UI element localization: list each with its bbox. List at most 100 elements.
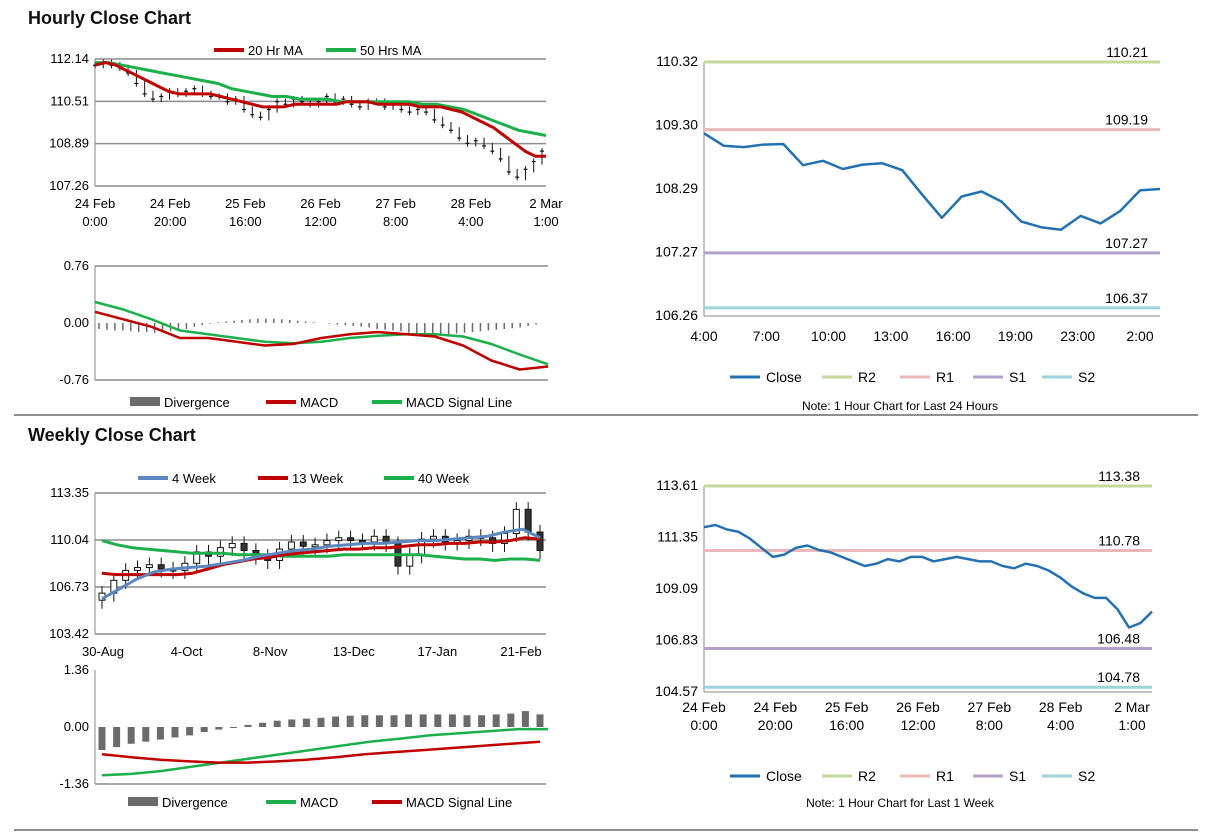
y-tick-label: 108.29 [655, 180, 698, 196]
legend-close-label: Close [766, 369, 802, 385]
x-tick-label: 26 Feb [896, 699, 940, 715]
x-tick-label: 1:00 [533, 214, 558, 229]
y-tick-label: 106.73 [49, 579, 89, 594]
x-tick-label: 4:00 [1047, 717, 1074, 733]
divergence-bar [317, 717, 325, 727]
candle-body [299, 541, 307, 547]
hourly-levels-chart: 110.32 109.30 108.29 107.27 106.26 110.21 109.… [655, 44, 1161, 413]
bottom-divider [14, 829, 1198, 831]
x-tick-label: 1:00 [1118, 717, 1145, 733]
candle-body [524, 508, 532, 533]
x-tick-label: 4:00 [690, 328, 717, 344]
series-close [703, 523, 1153, 629]
y-tick-label: 107.27 [655, 244, 698, 260]
level-label-s1: 107.27 [1105, 235, 1148, 251]
x-tick-label: 2:00 [1126, 328, 1153, 344]
x-tick-label: 21-Feb [500, 644, 541, 659]
y-tick-label: 109.30 [655, 117, 698, 133]
candle-body [228, 542, 236, 549]
level-label-s2: 106.37 [1105, 290, 1148, 306]
level-label-r1: 109.19 [1105, 112, 1148, 128]
series-50hrs-ma [95, 61, 547, 137]
series-close [703, 132, 1161, 231]
series-macd [101, 727, 548, 777]
x-tick-label: 23:00 [1060, 328, 1095, 344]
divergence-bar [478, 715, 486, 727]
x-tick-label: 28 Feb [451, 196, 491, 211]
x-tick-label: 4:00 [458, 214, 483, 229]
legend-s2-label: S2 [1078, 768, 1095, 784]
divergence-bar [113, 727, 121, 748]
legend-r1-label: R1 [936, 768, 954, 784]
divergence-bar [142, 727, 150, 742]
divergence-bar [186, 727, 194, 736]
candle-body [311, 544, 319, 548]
series-20hr-ma [94, 61, 546, 158]
legend-s2-label: S2 [1078, 369, 1095, 385]
divergence-bar [361, 715, 369, 727]
divergence-bar [215, 727, 223, 730]
y-tick-label: 113.35 [50, 485, 89, 500]
y-tick-label: 106.26 [655, 307, 698, 323]
x-tick-label: 4-Oct [171, 644, 203, 659]
x-tick-label: 10:00 [811, 328, 846, 344]
legend-r2-label: R2 [858, 369, 876, 385]
series-macd-signal [94, 300, 549, 366]
candle-body [323, 540, 331, 546]
x-tick-label: 12:00 [304, 214, 337, 229]
x-tick-label: 8:00 [383, 214, 408, 229]
x-tick-label: 27 Feb [968, 699, 1012, 715]
divergence-bar [302, 718, 310, 727]
legend-40-week-label: 40 Week [418, 471, 470, 486]
legend-s1-label: S1 [1009, 768, 1026, 784]
divergence-bar [463, 715, 471, 727]
x-tick-label: 0:00 [690, 717, 717, 733]
divergence-bar [521, 711, 529, 727]
x-tick-label: 13-Dec [333, 644, 375, 659]
candle-body [370, 535, 378, 543]
y-tick-label: -0.76 [59, 372, 89, 387]
legend-close-label: Close [766, 768, 802, 784]
hourly-macd-chart: 0.76 0.00 -0.76 Divergence MACD MACD Signal L… [59, 258, 549, 410]
x-tick-label: 8:00 [976, 717, 1003, 733]
y-tick-label: 0.76 [64, 258, 89, 273]
x-tick-label: 24 Feb [682, 699, 726, 715]
x-tick-label: 20:00 [154, 214, 187, 229]
legend-macd-label: MACD [300, 795, 338, 810]
legend-50hrs-ma-label: 50 Hrs MA [360, 43, 422, 58]
x-tick-label: 24 Feb [150, 196, 190, 211]
legend-divergence-swatch [130, 397, 160, 406]
legend-r2-label: R2 [858, 768, 876, 784]
legend-r1-label: R1 [936, 369, 954, 385]
y-tick-label: 0.00 [64, 315, 89, 330]
divergence-bar [244, 724, 252, 727]
y-tick-label: 1.36 [64, 662, 89, 677]
legend-divergence-label: Divergence [164, 395, 230, 410]
divergence-bar [332, 716, 340, 727]
x-tick-label: 12:00 [900, 717, 935, 733]
divergence-bar [346, 715, 354, 727]
x-tick-label: 7:00 [753, 328, 780, 344]
y-tick-label: 109.09 [655, 580, 698, 596]
y-tick-label: 107.26 [49, 178, 89, 193]
candle-body [335, 537, 343, 542]
legend-13-week-label: 13 Week [292, 471, 344, 486]
level-label-s1: 106.48 [1097, 630, 1140, 646]
level-label-r1: 110.78 [1098, 532, 1140, 548]
divergence-bar [375, 715, 383, 727]
y-tick-label: 111.35 [657, 529, 698, 545]
series-macd [94, 310, 549, 371]
divergence-bar [156, 727, 164, 740]
y-tick-label: 110.04 [50, 532, 89, 547]
x-tick-label: 16:00 [936, 328, 971, 344]
y-tick-label: 0.00 [64, 719, 89, 734]
x-tick-label: 26 Feb [300, 196, 340, 211]
series-macd-signal [101, 740, 541, 764]
x-tick-label: 2 Mar [529, 196, 563, 211]
candle-body [287, 541, 295, 550]
x-tick-label: 28 Feb [1039, 699, 1083, 715]
candle-body [134, 567, 142, 571]
candle-body [240, 542, 248, 552]
divergence-bar [259, 722, 267, 727]
x-tick-label: 24 Feb [754, 699, 798, 715]
